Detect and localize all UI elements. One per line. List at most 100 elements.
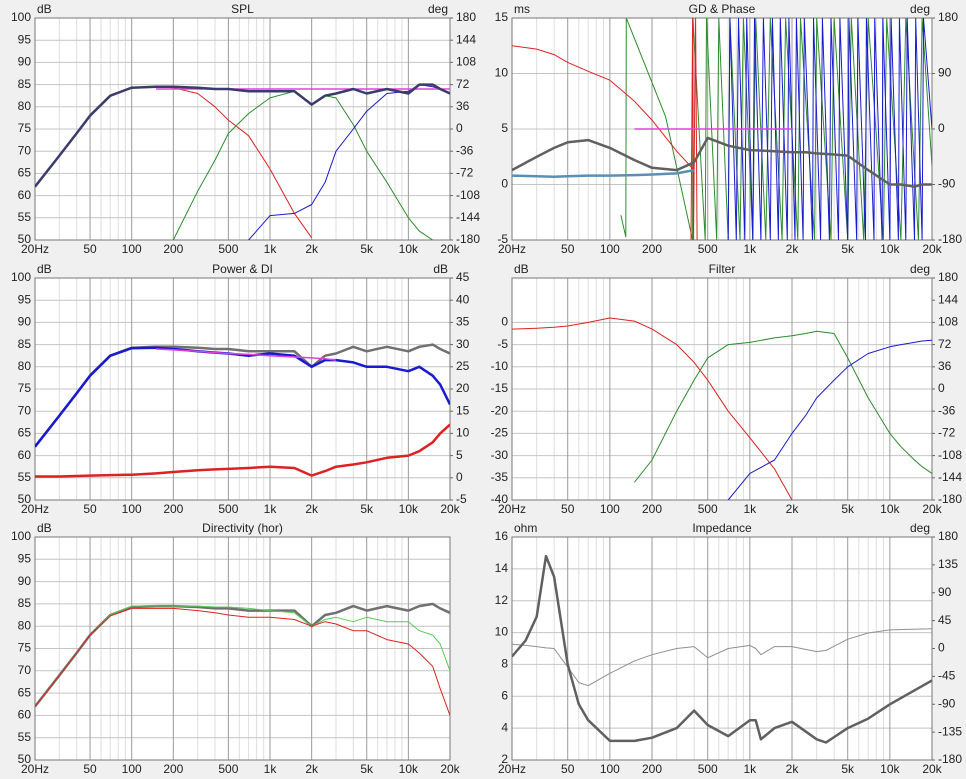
y-tick-label: -30 xyxy=(491,448,509,462)
x-tick-label: 10k xyxy=(880,502,900,516)
chart-title: GD & Phase xyxy=(689,2,756,16)
y2-tick-label: -5 xyxy=(456,492,467,506)
plot-area xyxy=(512,537,932,760)
y2-tick-label: 5 xyxy=(456,448,463,462)
x-tick-label: 50 xyxy=(561,242,575,256)
y2-tick-label: 0 xyxy=(456,470,463,484)
y-tick-label: 10 xyxy=(495,625,509,639)
y2-tick-label: 36 xyxy=(456,99,470,113)
y2-tick-label: -108 xyxy=(456,188,480,202)
x-tick-label: 500 xyxy=(698,502,718,516)
y2-tick-label: -144 xyxy=(938,470,962,484)
y-axis-label: dB xyxy=(37,2,52,16)
y-tick-label: 55 xyxy=(18,730,32,744)
y-axis-label: dB xyxy=(37,262,52,276)
y2-tick-label: 180 xyxy=(938,270,958,284)
x-tick-label: 500 xyxy=(218,502,238,516)
y-tick-label: -15 xyxy=(491,381,509,395)
y2-tick-label: -135 xyxy=(938,724,962,738)
x-tick-label: 5k xyxy=(360,502,374,516)
y-tick-label: 65 xyxy=(18,426,32,440)
y2-tick-label: 36 xyxy=(938,359,952,373)
y-tick-label: 75 xyxy=(18,641,32,655)
x-tick-label: 1k xyxy=(264,242,278,256)
y2-tick-label: 0 xyxy=(938,381,945,395)
y-tick-label: 70 xyxy=(18,663,32,677)
y2-tick-label: 90 xyxy=(938,585,952,599)
x-tick-label: 200 xyxy=(163,762,183,776)
y-tick-label: 55 xyxy=(18,210,32,224)
y2-tick-label: -108 xyxy=(938,448,962,462)
series-line xyxy=(512,317,793,500)
y2-tick-label: 72 xyxy=(938,337,952,351)
y-tick-label: -25 xyxy=(491,426,509,440)
y2-tick-label: 144 xyxy=(456,32,476,46)
y2-tick-label: 90 xyxy=(938,66,952,80)
series-line xyxy=(512,45,695,171)
x-tick-label: 1k xyxy=(744,762,758,776)
x-tick-label: 20k xyxy=(440,242,460,256)
x-tick-label: 10k xyxy=(880,242,900,256)
x-tick-label: 100 xyxy=(600,762,620,776)
chart-panel: 50 55 60 65 70 75 80 85 90 95 100 -5 0 5 10 15 20 25 30 35 4… xyxy=(11,262,470,516)
y-tick-label: 6 xyxy=(501,688,508,702)
series-line xyxy=(512,168,695,178)
y-tick-label: 85 xyxy=(18,77,32,91)
y2-axis-label: deg xyxy=(910,262,930,276)
x-tick-label: 100 xyxy=(122,242,142,256)
y2-tick-label: 30 xyxy=(456,337,470,351)
y-tick-label: 100 xyxy=(11,529,31,543)
y-axis-label: ohm xyxy=(514,521,537,535)
x-tick-label: 1k xyxy=(744,502,758,516)
y-tick-label: 60 xyxy=(18,448,32,462)
x-tick-label: 2k xyxy=(305,502,319,516)
x-tick-label: 500 xyxy=(698,762,718,776)
x-tick-label: 100 xyxy=(122,502,142,516)
y2-tick-label: -180 xyxy=(938,752,962,766)
plot-border xyxy=(34,17,451,241)
plot-border xyxy=(34,536,451,761)
y-tick-label: 2 xyxy=(501,752,508,766)
y-tick-label: 80 xyxy=(18,618,32,632)
y-axis-label: ms xyxy=(514,2,530,16)
x-tick-label: 5k xyxy=(360,242,374,256)
y-tick-label: 75 xyxy=(18,381,32,395)
x-tick-label: 500 xyxy=(218,762,238,776)
y2-tick-label: 180 xyxy=(938,10,958,24)
y-tick-label: 80 xyxy=(18,359,32,373)
y-tick-label: 65 xyxy=(18,166,32,180)
series-line xyxy=(634,330,932,483)
y-tick-label: 65 xyxy=(18,685,32,699)
x-tick-label: 2k xyxy=(305,762,319,776)
y2-tick-label: 108 xyxy=(456,55,476,69)
x-tick-label: 500 xyxy=(698,242,718,256)
y2-tick-label: 35 xyxy=(456,315,470,329)
x-tick-label: 200 xyxy=(163,502,183,516)
series-line xyxy=(512,628,932,687)
y2-tick-label: -180 xyxy=(456,232,480,246)
chart-title: SPL xyxy=(231,2,254,16)
y2-tick-label: -45 xyxy=(938,669,956,683)
x-tick-label: 100 xyxy=(600,502,620,516)
series-line xyxy=(248,84,450,240)
y2-tick-label: -180 xyxy=(938,492,962,506)
series-line xyxy=(35,83,450,188)
y2-tick-label: 15 xyxy=(456,403,470,417)
y-tick-label: 95 xyxy=(18,32,32,46)
y-tick-label: -35 xyxy=(491,470,509,484)
y2-tick-label: 144 xyxy=(938,292,958,306)
y-tick-label: 70 xyxy=(18,403,32,417)
x-tick-label: 100 xyxy=(600,242,620,256)
x-tick-label: 50 xyxy=(83,242,97,256)
x-tick-label: 500 xyxy=(218,242,238,256)
y-tick-label: 0 xyxy=(501,177,508,191)
y2-tick-label: 108 xyxy=(938,315,958,329)
y-tick-label: 60 xyxy=(18,708,32,722)
chart-panel: 50 55 60 65 70 75 80 85 90 95 100 -180 -144 -108 -72 -3… xyxy=(11,2,480,256)
x-tick-label: 20Hz xyxy=(21,502,49,516)
x-tick-label: 5k xyxy=(360,762,374,776)
series-line xyxy=(35,607,450,716)
series-line xyxy=(35,346,450,448)
x-tick-label: 200 xyxy=(163,242,183,256)
